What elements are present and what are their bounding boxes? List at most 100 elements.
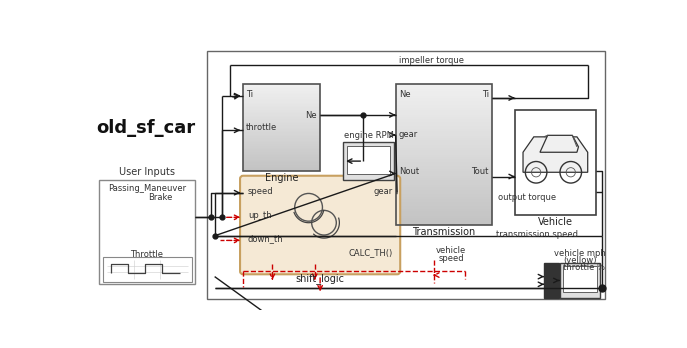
Bar [396, 164, 492, 166]
Bar [563, 266, 596, 292]
Bar [243, 93, 320, 94]
Text: vehicle mph: vehicle mph [554, 249, 605, 258]
Bar [396, 161, 492, 164]
Text: Engine: Engine [265, 173, 298, 183]
Bar [243, 114, 320, 116]
Bar [396, 213, 492, 216]
Bar [396, 159, 492, 161]
Bar [396, 131, 492, 133]
Text: gear: gear [398, 130, 418, 139]
Bar [243, 84, 320, 86]
Text: Transmission: Transmission [412, 227, 475, 237]
Bar [396, 103, 492, 105]
Polygon shape [523, 137, 587, 172]
Bar [396, 98, 492, 101]
Bar [243, 151, 320, 152]
Text: engine RPM: engine RPM [344, 131, 394, 140]
Text: vehicle: vehicle [436, 246, 466, 255]
Bar [243, 132, 320, 133]
Bar [396, 157, 492, 159]
Bar [243, 92, 320, 93]
Bar [396, 188, 492, 190]
Bar [243, 107, 320, 109]
Bar [396, 211, 492, 213]
Text: Vehicle: Vehicle [538, 217, 573, 227]
Bar [396, 84, 492, 86]
Bar [396, 197, 492, 199]
Bar [344, 142, 394, 180]
Bar [243, 90, 320, 92]
Text: speed: speed [248, 187, 273, 196]
Bar [396, 192, 492, 195]
Bar [243, 126, 320, 128]
Bar [396, 208, 492, 211]
Bar [243, 125, 320, 126]
Text: throttle: throttle [246, 122, 278, 132]
Text: & throttle %: & throttle % [554, 263, 605, 272]
Bar [243, 88, 320, 90]
Bar [243, 102, 320, 103]
Bar [396, 199, 492, 201]
Text: shift_logic: shift_logic [295, 274, 345, 284]
Bar [243, 106, 320, 107]
Bar [243, 129, 320, 130]
Bar [243, 130, 320, 132]
Text: transmission speed: transmission speed [496, 230, 578, 239]
Bar [243, 110, 320, 112]
Text: Passing_Maneuver: Passing_Maneuver [108, 184, 186, 193]
Bar [396, 136, 492, 138]
Bar [243, 161, 320, 163]
Text: old_sf_car: old_sf_car [95, 119, 195, 137]
Bar [396, 185, 492, 188]
Bar [243, 97, 320, 98]
Bar [243, 144, 320, 145]
Bar [396, 122, 492, 124]
Bar [396, 206, 492, 208]
Bar [243, 84, 320, 171]
Bar [396, 117, 492, 119]
Bar [103, 258, 192, 282]
Bar [243, 139, 320, 141]
Bar [396, 126, 492, 129]
Bar [243, 120, 320, 122]
Text: output torque: output torque [498, 193, 556, 203]
Bar [243, 147, 320, 148]
Bar [243, 109, 320, 110]
Bar [396, 84, 492, 225]
Bar [99, 180, 195, 284]
Bar [396, 190, 492, 192]
Polygon shape [540, 135, 578, 152]
Bar [396, 110, 492, 112]
Bar [243, 158, 320, 159]
Text: Brake: Brake [148, 193, 172, 203]
Bar [396, 143, 492, 145]
Bar [243, 104, 320, 106]
Bar [396, 86, 492, 89]
Bar [207, 51, 605, 299]
Bar [243, 142, 320, 144]
Bar [396, 150, 492, 152]
Bar [396, 138, 492, 141]
Text: Ne: Ne [306, 111, 317, 120]
Text: Ti: Ti [246, 90, 254, 99]
Bar [396, 195, 492, 197]
Bar [396, 119, 492, 122]
Bar [396, 216, 492, 218]
Bar [396, 171, 492, 173]
Bar [396, 180, 492, 183]
Text: gear: gear [373, 187, 392, 196]
Bar [243, 159, 320, 161]
Bar [515, 110, 596, 215]
Bar [243, 128, 320, 129]
Bar [347, 146, 390, 174]
Bar [243, 165, 320, 167]
Bar [243, 94, 320, 96]
Text: Throttle: Throttle [131, 250, 164, 259]
Bar [243, 149, 320, 151]
Bar [396, 101, 492, 103]
Text: Tout: Tout [471, 167, 488, 176]
Bar [396, 155, 492, 157]
Bar [243, 112, 320, 113]
Bar [396, 183, 492, 185]
Bar [396, 148, 492, 150]
